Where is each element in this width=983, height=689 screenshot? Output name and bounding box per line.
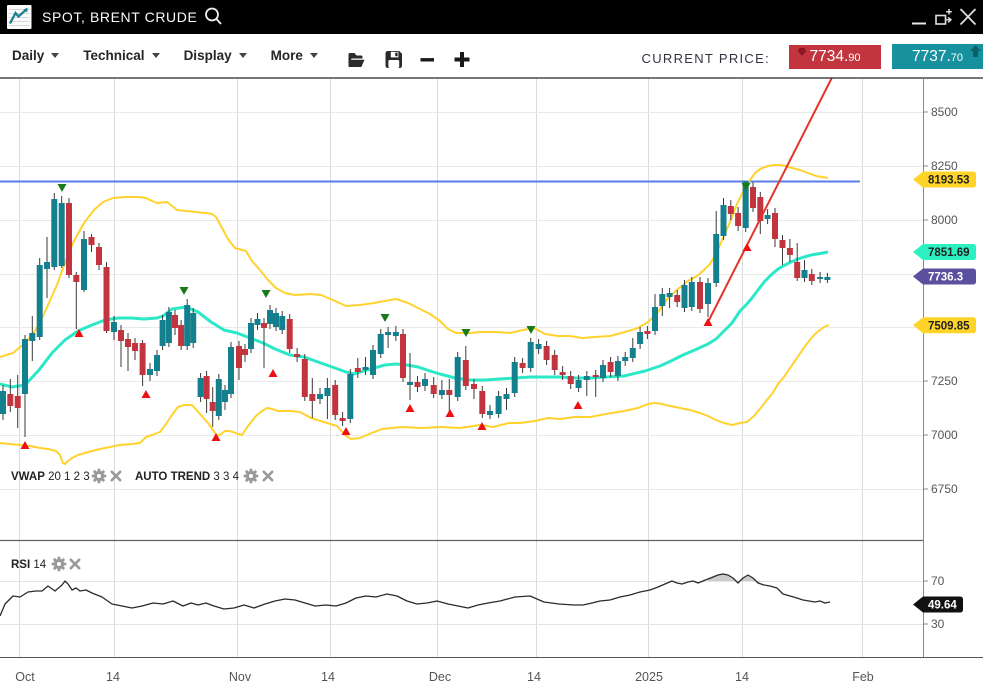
svg-text:Nov: Nov bbox=[229, 670, 252, 684]
svg-text:14: 14 bbox=[735, 670, 749, 684]
svg-text:8500: 8500 bbox=[931, 105, 958, 119]
svg-text:14: 14 bbox=[106, 670, 120, 684]
svg-text:70: 70 bbox=[931, 574, 945, 588]
svg-text:Dec: Dec bbox=[429, 670, 451, 684]
svg-text:14: 14 bbox=[527, 670, 541, 684]
svg-text:8193.53: 8193.53 bbox=[928, 175, 970, 187]
svg-text:Feb: Feb bbox=[852, 670, 874, 684]
svg-text:VWAP 20 1 2 3: VWAP 20 1 2 3 bbox=[11, 471, 90, 483]
svg-text:7736.3: 7736.3 bbox=[928, 272, 963, 284]
svg-text:30: 30 bbox=[931, 617, 945, 631]
svg-text:49.64: 49.64 bbox=[928, 600, 957, 612]
svg-text:8000: 8000 bbox=[931, 213, 958, 227]
svg-text:RSI 14: RSI 14 bbox=[11, 559, 47, 571]
svg-text:AUTO TREND 3 3 4: AUTO TREND 3 3 4 bbox=[135, 471, 240, 483]
svg-text:Oct: Oct bbox=[15, 670, 35, 684]
svg-text:7000: 7000 bbox=[931, 428, 958, 442]
svg-text:8250: 8250 bbox=[931, 159, 958, 173]
svg-text:7851.69: 7851.69 bbox=[928, 247, 970, 259]
svg-text:14: 14 bbox=[321, 670, 335, 684]
svg-text:7250: 7250 bbox=[931, 374, 958, 388]
svg-text:6750: 6750 bbox=[931, 482, 958, 496]
svg-text:2025: 2025 bbox=[635, 670, 663, 684]
svg-text:7509.85: 7509.85 bbox=[928, 320, 970, 332]
